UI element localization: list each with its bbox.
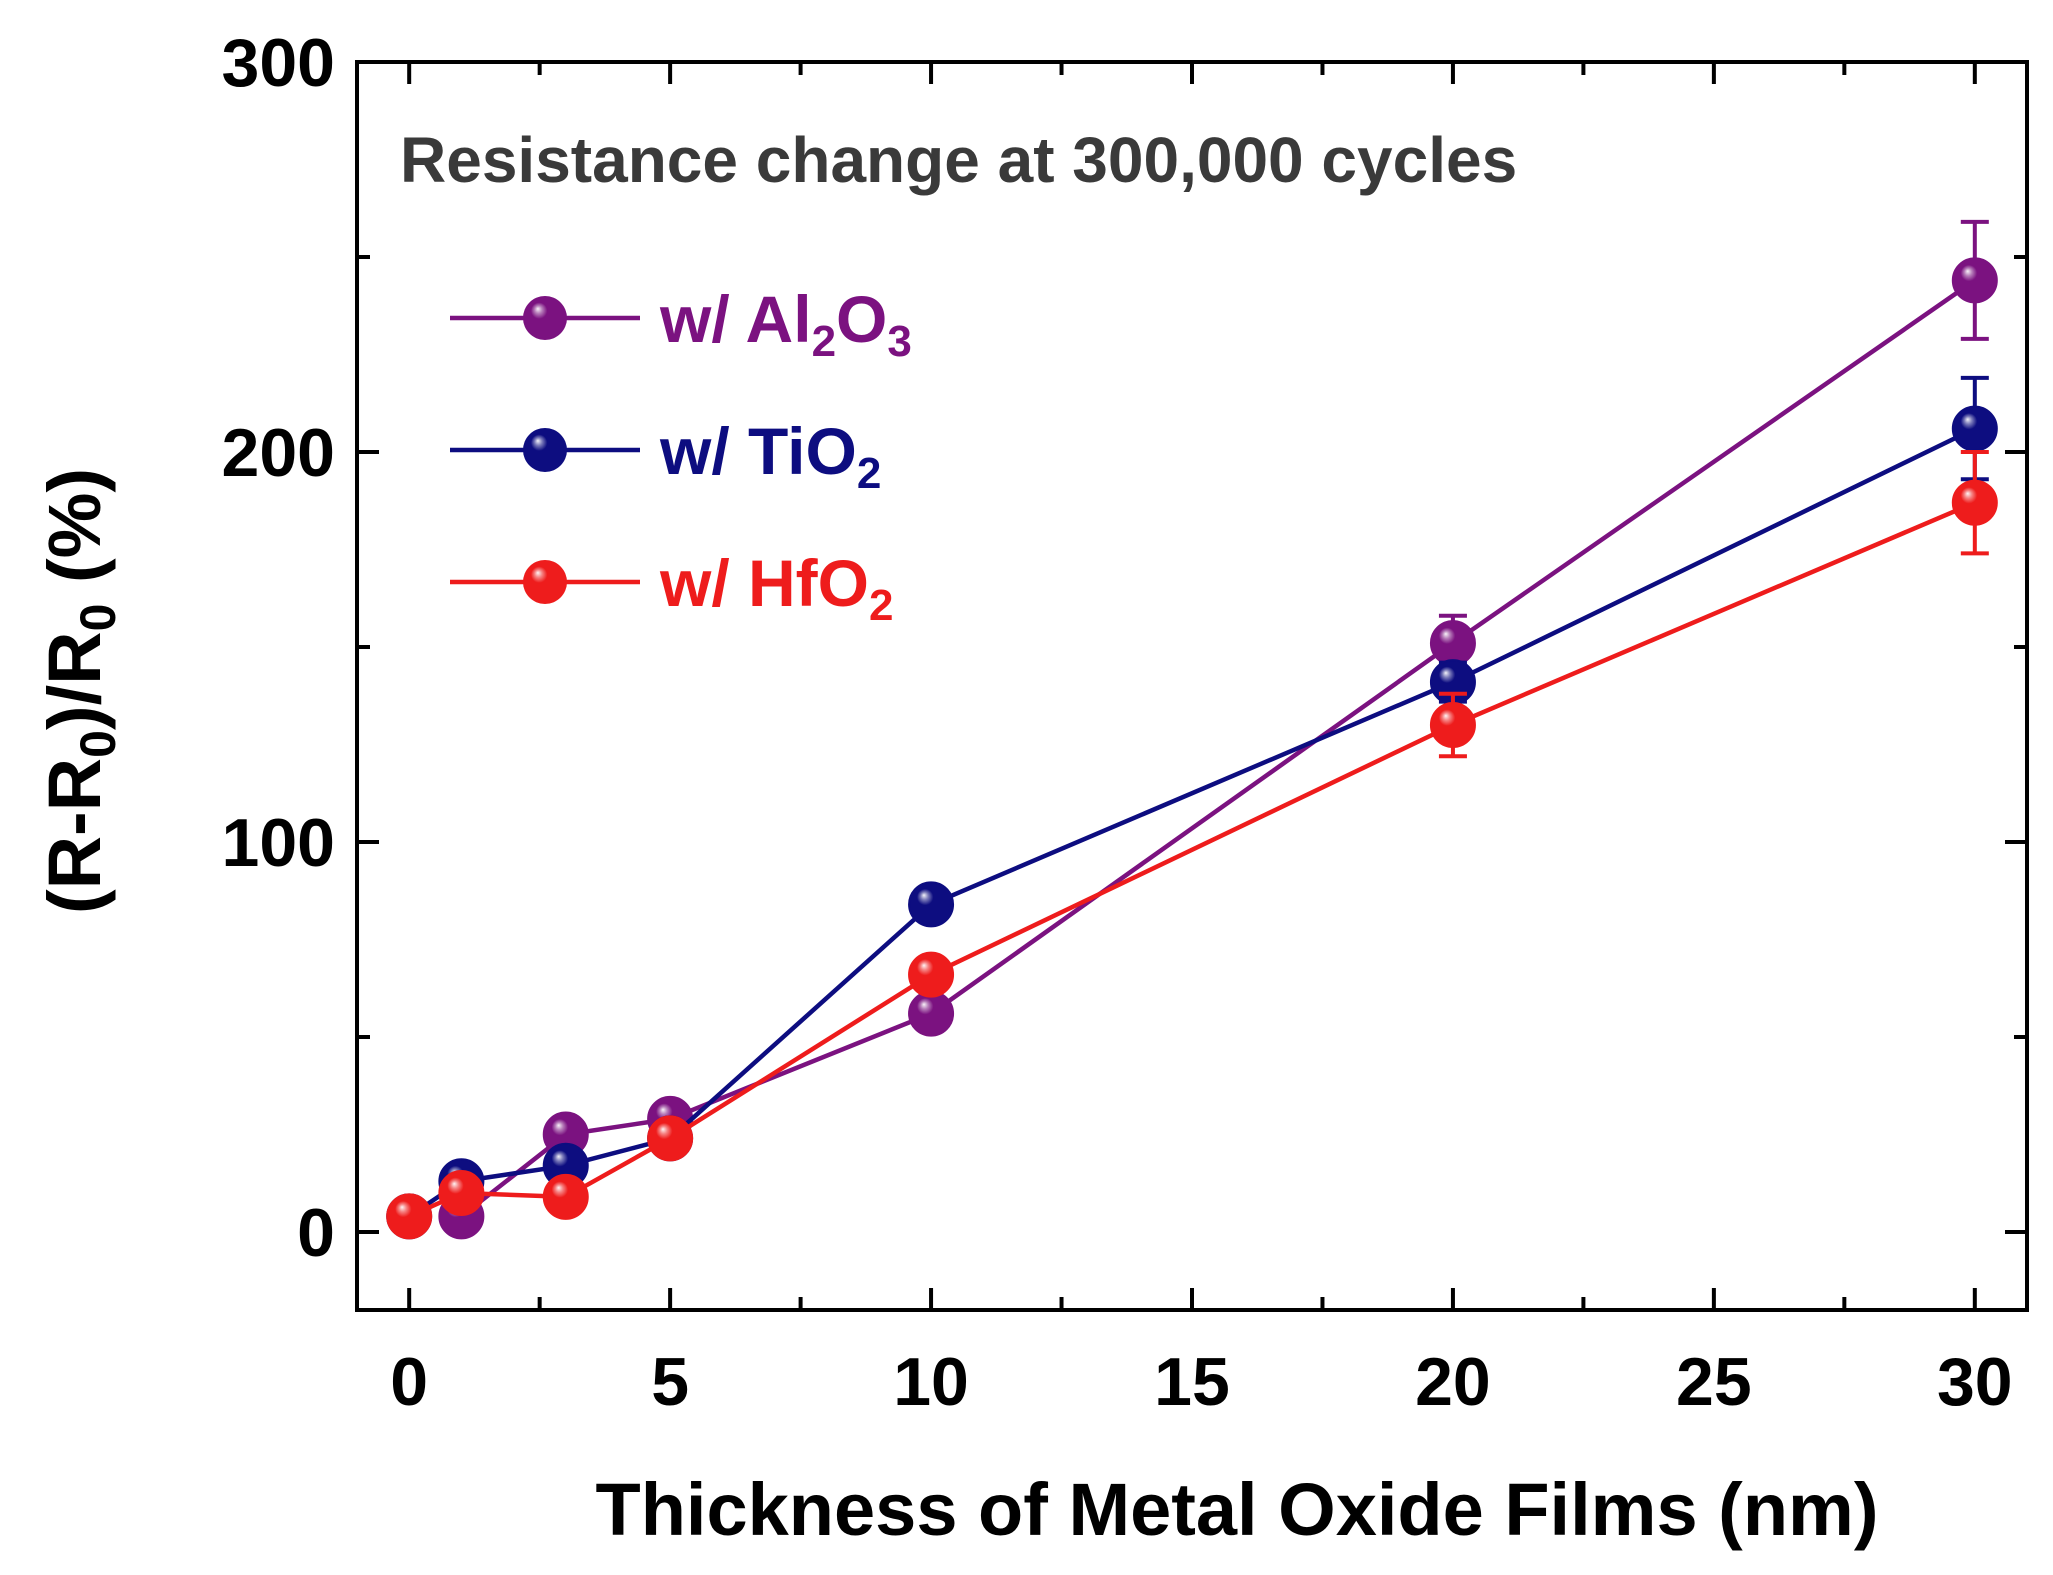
legend-marker-highlight: [526, 430, 554, 458]
y-axis-title: (R-R0)/R0 (%): [33, 468, 126, 914]
data-point-highlight: [547, 1146, 575, 1174]
data-point-highlight: [1956, 483, 1984, 511]
legend: w/ Al2O3 w/ TiO2 w/ HfO2: [450, 282, 912, 630]
x-tick-label: 10: [893, 1344, 969, 1420]
legend-label: w/ HfO2: [659, 546, 893, 630]
y-tick-label: 100: [222, 805, 335, 881]
data-point-highlight: [1956, 260, 1984, 289]
x-tick-label: 25: [1676, 1344, 1752, 1420]
data-point-highlight: [442, 1173, 471, 1201]
legend-label: w/ TiO2: [659, 414, 881, 498]
data-point-highlight: [1434, 662, 1462, 690]
data-point-highlight: [912, 884, 940, 913]
data-point-highlight: [547, 1177, 575, 1205]
y-tick-label: 300: [222, 25, 335, 101]
legend-marker-highlight: [526, 562, 554, 590]
data-point-highlight: [1956, 408, 1984, 437]
data-point-highlight: [912, 993, 940, 1022]
y-tick-label: 0: [297, 1195, 335, 1271]
x-tick-label: 0: [390, 1344, 428, 1420]
data-point-highlight: [651, 1118, 679, 1147]
series-w-al2o3: [438, 219, 1998, 1240]
chart-annotation: Resistance change at 300,000 cycles: [400, 124, 1517, 196]
y-tick-label: 200: [222, 415, 335, 491]
series-w-tio2: [386, 375, 1998, 1240]
series-line: [407, 426, 1976, 1219]
legend-item: w/ Al2O3: [450, 282, 912, 366]
legend-marker-highlight: [526, 298, 554, 326]
plot-series: [386, 219, 1998, 1240]
x-axis-title: Thickness of Metal Oxide Films (nm): [596, 1468, 1879, 1551]
series-line: [408, 500, 1976, 1219]
series-w-hfo2: [386, 450, 1998, 1240]
x-tick-label: 5: [651, 1344, 689, 1420]
data-point-highlight: [547, 1114, 575, 1143]
data-point-highlight: [912, 954, 940, 983]
x-tick-label: 20: [1415, 1344, 1491, 1420]
x-tick-label: 15: [1154, 1344, 1230, 1420]
plot-frame: [355, 60, 2029, 1312]
legend-label: w/ Al2O3: [659, 282, 912, 366]
x-tick-label: 30: [1937, 1344, 2013, 1420]
legend-item: w/ HfO2: [450, 546, 893, 630]
data-point-highlight: [1434, 623, 1462, 651]
data-point-highlight: [1434, 705, 1462, 733]
data-point-highlight: [390, 1196, 418, 1225]
legend-item: w/ TiO2: [450, 414, 881, 498]
